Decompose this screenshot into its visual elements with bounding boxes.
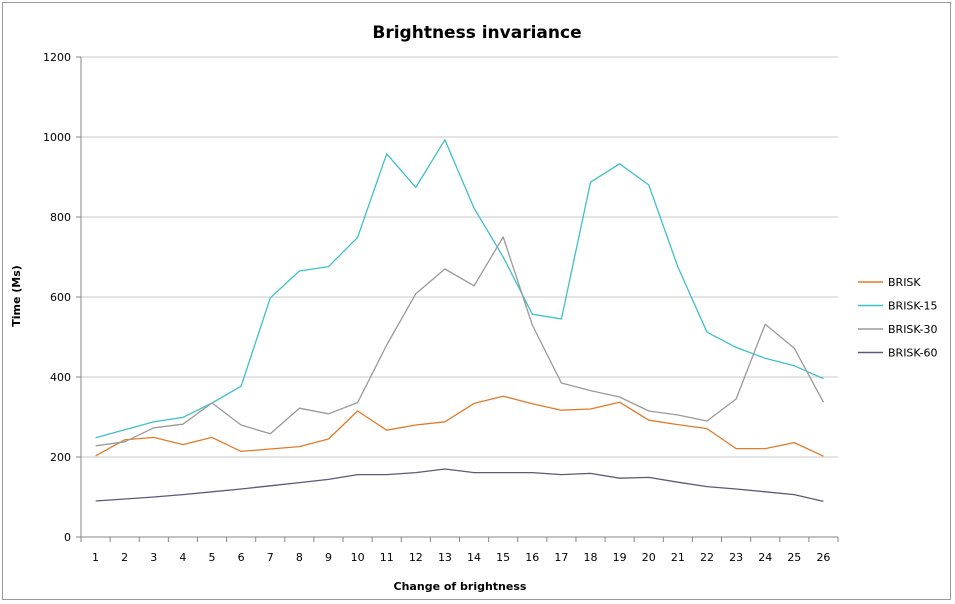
legend: BRISK BRISK-15 BRISK-30 BRISK-60 [858, 276, 937, 360]
x-tick-label: 12 [409, 551, 423, 564]
chart-title: Brightness invariance [372, 23, 581, 43]
legend-label-brisk-15: BRISK-15 [888, 300, 937, 313]
series-line-brisk-30 [95, 236, 824, 447]
x-tick-label: 5 [209, 551, 216, 564]
x-tick-label: 26 [816, 551, 830, 564]
legend-label-brisk-30: BRISK-30 [888, 323, 937, 336]
x-tick-label: 6 [238, 551, 245, 564]
x-tick-label: 2 [121, 551, 128, 564]
x-axis-label: Change of brightness [394, 580, 527, 593]
axes [80, 57, 839, 542]
x-tick-label: 16 [525, 551, 539, 564]
x-tick-label: 15 [496, 551, 510, 564]
y-axis-label: Time (Ms) [10, 265, 23, 327]
series-line-brisk-15 [95, 139, 824, 439]
x-tick-label: 11 [380, 551, 394, 564]
series-line-brisk-60 [95, 468, 824, 503]
x-tick-label: 4 [179, 551, 186, 564]
y-tick-label: 800 [50, 211, 71, 224]
x-tick-label: 18 [584, 551, 598, 564]
y-tick-label: 1000 [43, 131, 71, 144]
x-tick-label: 14 [467, 551, 481, 564]
series-lines [95, 139, 824, 503]
x-tick-labels: 1 2 3 4 5 6 7 8 9 10 11 12 13 14 15 16 17 18 19 20 21 22 23 24 2… [92, 551, 830, 564]
x-tick-label: 8 [296, 551, 303, 564]
x-tick-label: 17 [554, 551, 568, 564]
y-tick-label: 0 [64, 531, 71, 544]
y-tick-label: 1200 [43, 51, 71, 64]
x-tick-label: 20 [642, 551, 656, 564]
legend-label-brisk: BRISK [888, 276, 921, 289]
gridlines [76, 56, 838, 538]
x-tick-label: 3 [150, 551, 157, 564]
y-tick-label: 600 [50, 291, 71, 304]
x-tick-label: 21 [671, 551, 685, 564]
y-tick-label: 400 [50, 371, 71, 384]
x-tick-label: 22 [700, 551, 714, 564]
x-tick-label: 23 [729, 551, 743, 564]
y-tick-label: 200 [50, 451, 71, 464]
x-tick-label: 10 [351, 551, 365, 564]
x-tick-label: 19 [613, 551, 627, 564]
x-tick-label: 25 [787, 551, 801, 564]
x-tick-label: 7 [267, 551, 274, 564]
x-tick-label: 13 [438, 551, 452, 564]
legend-label-brisk-60: BRISK-60 [888, 347, 937, 360]
y-tick-labels: 0 200 400 600 800 1000 1200 [43, 51, 71, 544]
series-line-brisk [95, 395, 824, 457]
x-tick-label: 9 [325, 551, 332, 564]
x-tick-label: 1 [92, 551, 99, 564]
x-tick-label: 24 [758, 551, 772, 564]
